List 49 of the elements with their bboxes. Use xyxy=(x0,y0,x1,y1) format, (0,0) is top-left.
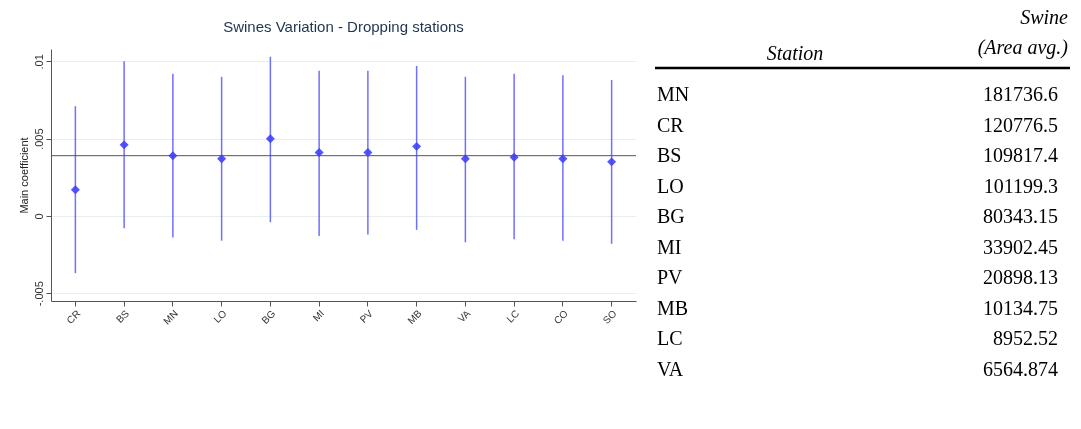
point xyxy=(119,140,129,150)
point xyxy=(217,154,227,164)
x-tick-label: MN xyxy=(161,307,180,327)
y-tick-label: -.005 xyxy=(32,281,45,307)
point xyxy=(363,148,373,158)
x-tick-label: CR xyxy=(64,307,83,326)
y-tick-label: 0 xyxy=(32,213,45,220)
x-tick-label: LC xyxy=(504,307,522,325)
y-tick-label: .005 xyxy=(32,128,45,150)
data-label: 181736.6 xyxy=(983,83,1058,106)
category-label: LO xyxy=(657,174,684,197)
x-tick-label: CO xyxy=(551,307,571,327)
data-label: 109817.4 xyxy=(983,144,1058,167)
chart-title: Swines Variation - Dropping stations xyxy=(223,18,464,35)
point xyxy=(265,134,275,144)
data-label: 120776.5 xyxy=(983,113,1058,136)
category-label: BG xyxy=(657,205,685,228)
text: Swine (Area avg.) xyxy=(977,6,1069,59)
x-tick-label: MB xyxy=(405,307,424,327)
category-label: BS xyxy=(657,144,682,167)
data-label: 33902.45 xyxy=(983,235,1058,258)
x-tick-label: LO xyxy=(211,307,229,326)
point xyxy=(558,154,568,164)
data-label: 10134.75 xyxy=(983,296,1058,319)
data-label: 20898.13 xyxy=(983,266,1058,289)
text: Station xyxy=(766,42,824,64)
x-tick-label: BG xyxy=(259,307,278,326)
category-label: CR xyxy=(657,113,685,136)
y-axis-title: Main coefficient xyxy=(17,137,30,214)
data-label: 80343.15 xyxy=(983,205,1058,228)
y-tick-label: .01 xyxy=(32,54,45,70)
point xyxy=(70,185,80,195)
x-tick-label: SO xyxy=(600,307,619,326)
category-label: MI xyxy=(657,235,682,258)
x-tick-label: BS xyxy=(113,307,132,326)
x-tick-label: PV xyxy=(357,307,376,326)
point xyxy=(460,154,470,164)
category-label: PV xyxy=(657,266,684,289)
x-tick-label: VA xyxy=(455,307,473,325)
data-label: 6564.874 xyxy=(983,357,1058,380)
data-label: 8952.52 xyxy=(993,327,1058,350)
category-label: VA xyxy=(657,357,684,380)
point xyxy=(607,157,617,167)
x-tick-label: MI xyxy=(310,307,327,324)
category-label: MN xyxy=(657,83,690,106)
category-label: LC xyxy=(657,327,683,350)
data-label: 101199.3 xyxy=(983,174,1058,197)
point xyxy=(412,141,422,151)
point xyxy=(314,148,324,158)
